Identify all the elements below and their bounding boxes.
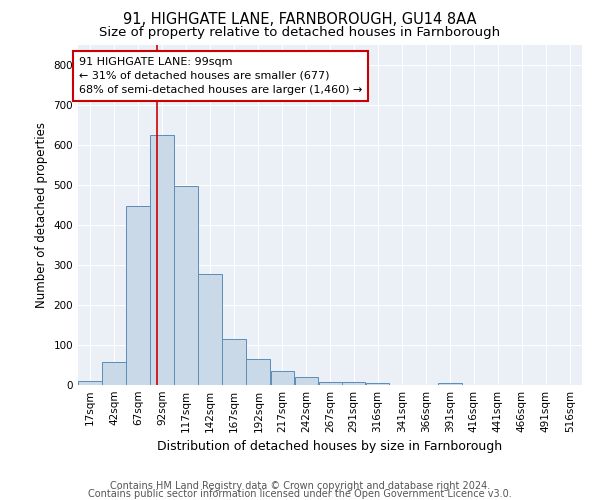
- Text: 91 HIGHGATE LANE: 99sqm
← 31% of detached houses are smaller (677)
68% of semi-d: 91 HIGHGATE LANE: 99sqm ← 31% of detache…: [79, 57, 362, 95]
- Bar: [102, 362, 126, 385]
- Text: 91, HIGHGATE LANE, FARNBOROUGH, GU14 8AA: 91, HIGHGATE LANE, FARNBOROUGH, GU14 8AA: [123, 12, 477, 28]
- Text: Size of property relative to detached houses in Farnborough: Size of property relative to detached ho…: [100, 26, 500, 39]
- Bar: [175, 186, 198, 385]
- Bar: [126, 206, 150, 385]
- Text: Contains public sector information licensed under the Open Government Licence v3: Contains public sector information licen…: [88, 489, 512, 499]
- Text: Contains HM Land Registry data © Crown copyright and database right 2024.: Contains HM Land Registry data © Crown c…: [110, 481, 490, 491]
- Bar: [341, 382, 365, 385]
- Bar: [247, 360, 270, 385]
- Bar: [78, 381, 102, 385]
- Bar: [150, 135, 174, 385]
- Bar: [271, 371, 294, 385]
- Bar: [438, 383, 461, 385]
- Bar: [199, 274, 222, 385]
- Bar: [295, 377, 319, 385]
- X-axis label: Distribution of detached houses by size in Farnborough: Distribution of detached houses by size …: [157, 440, 503, 454]
- Bar: [366, 382, 389, 385]
- Bar: [223, 339, 246, 385]
- Bar: [319, 382, 343, 385]
- Y-axis label: Number of detached properties: Number of detached properties: [35, 122, 48, 308]
